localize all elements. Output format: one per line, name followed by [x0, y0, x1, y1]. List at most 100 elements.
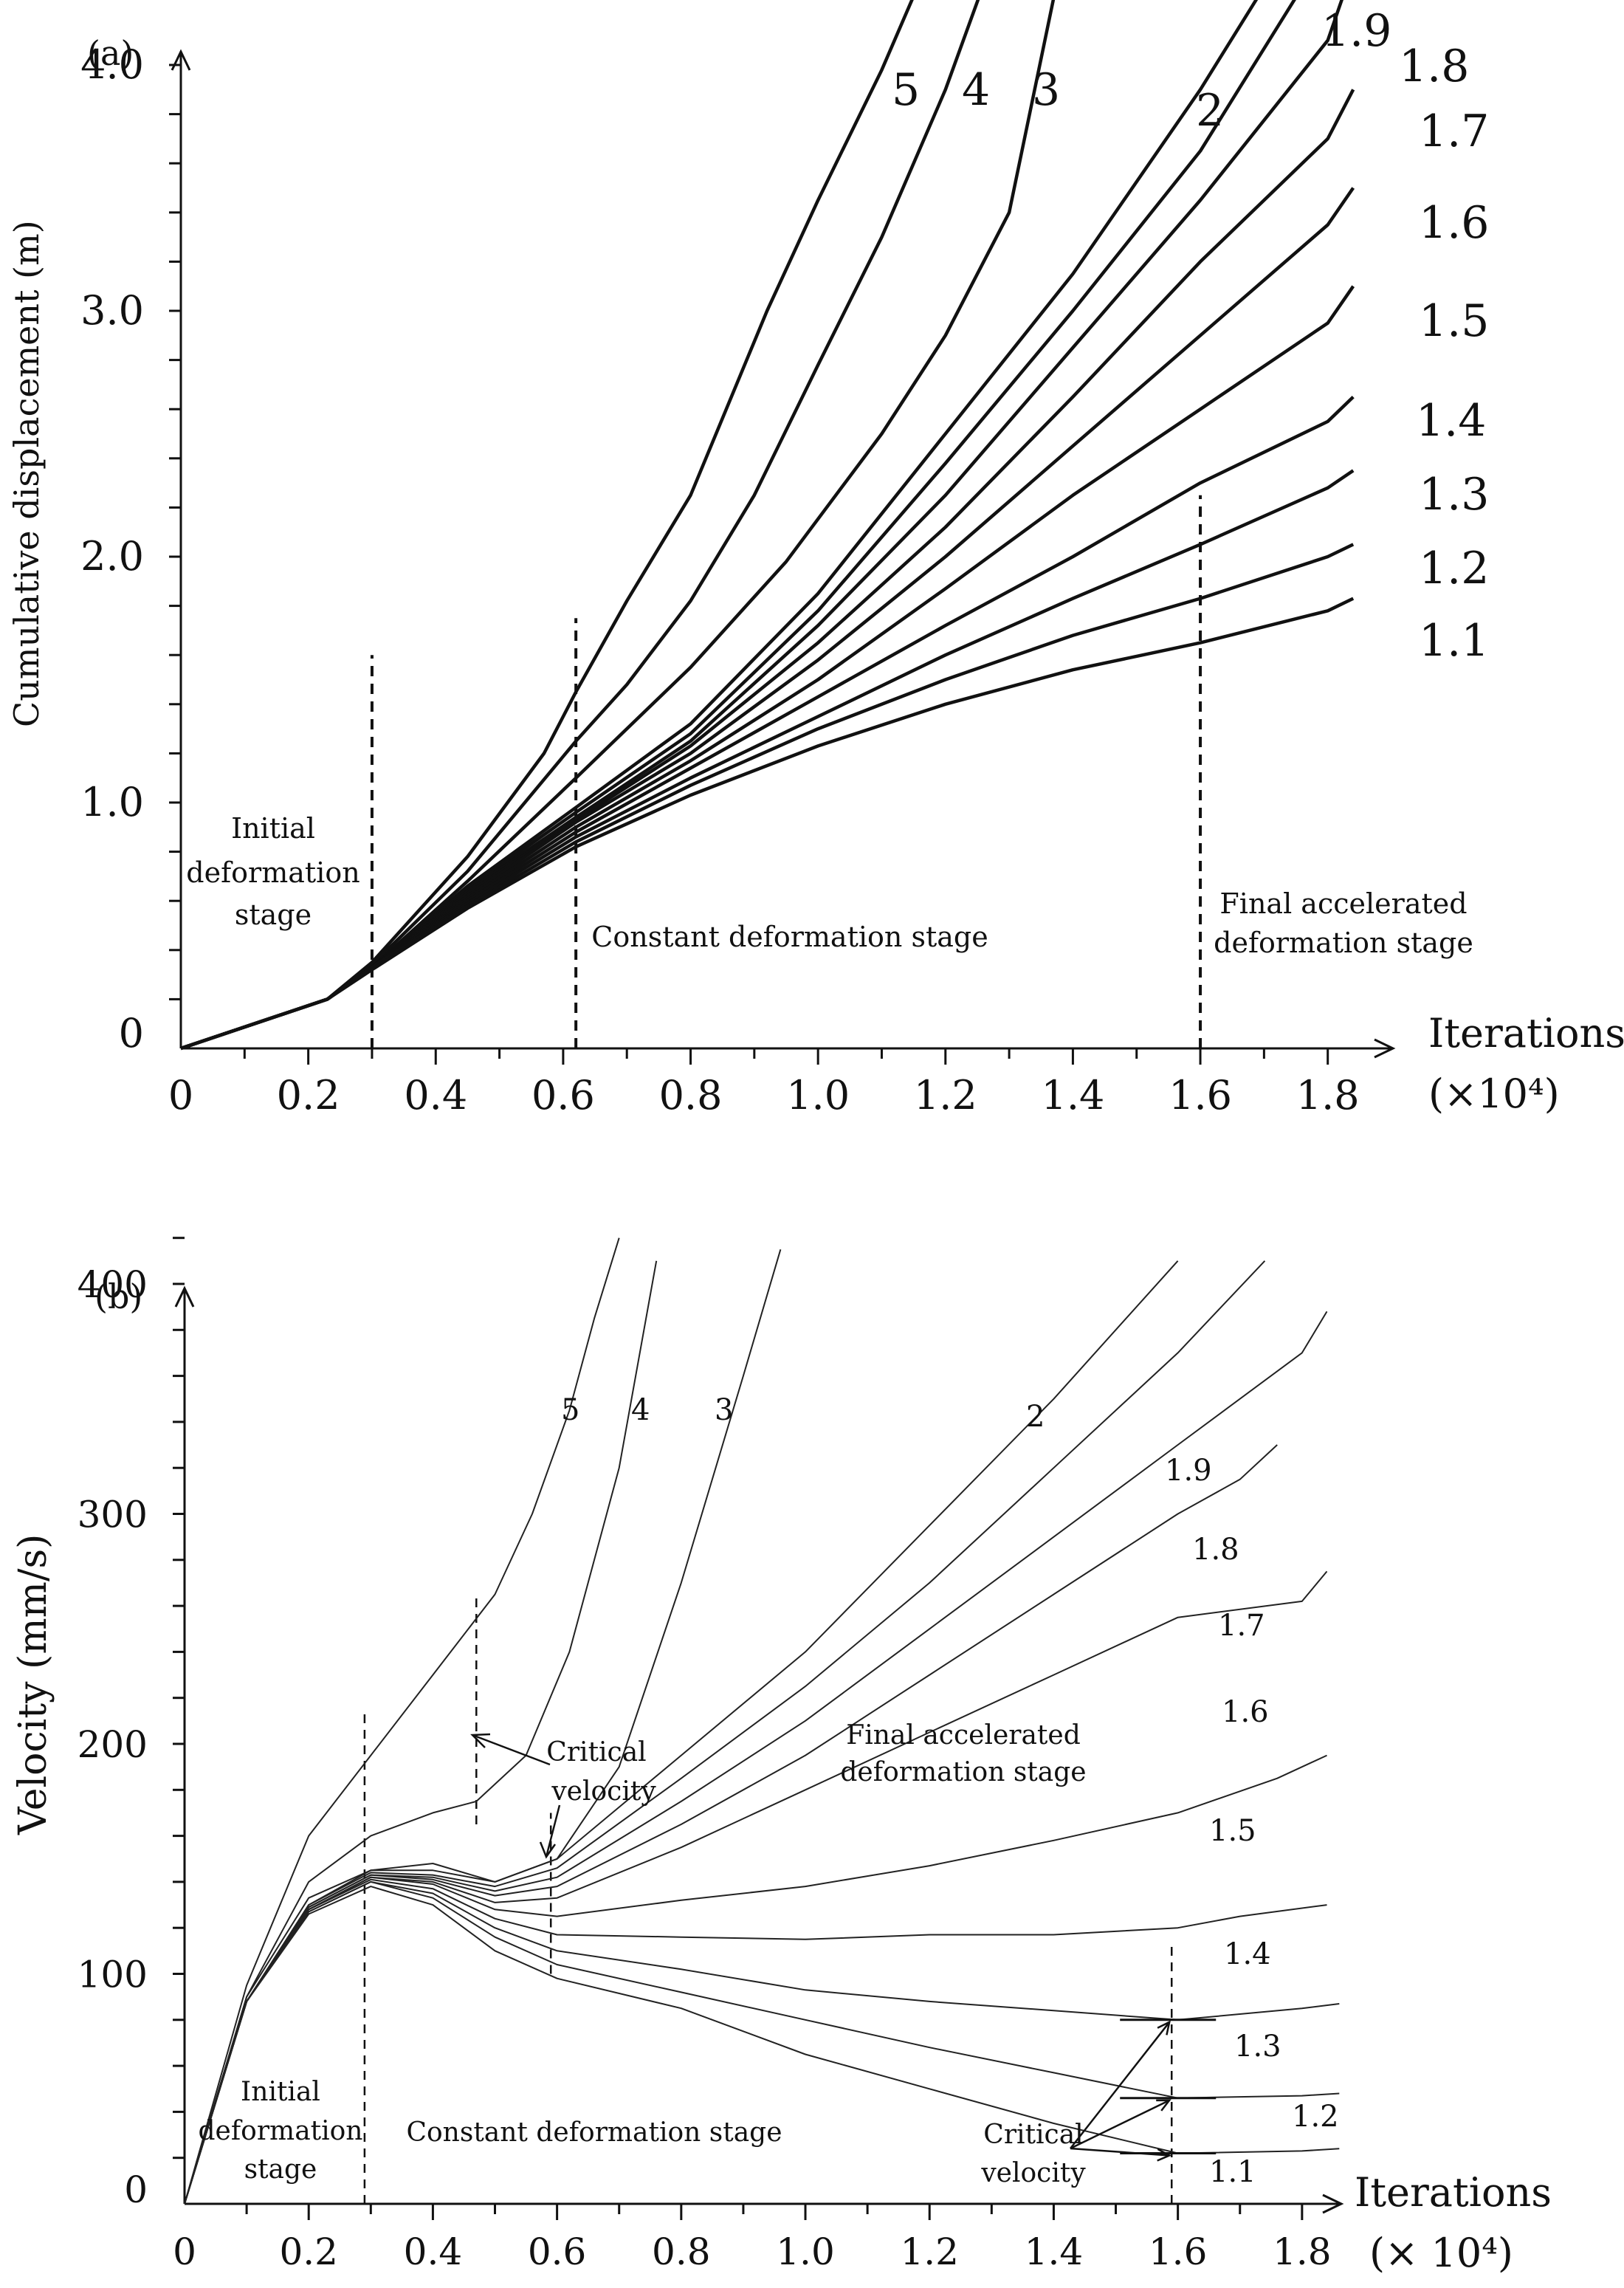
panel-b-critical-markers [1120, 2019, 1217, 2154]
a-y-tick-label: 1.0 [80, 779, 144, 825]
critical-velocity-annotation-lower: Critical velocity [980, 2020, 1172, 2188]
b-final-stage-line-1: Final accelerated [846, 1720, 1081, 1751]
b-series-label: 1.8 [1192, 1533, 1239, 1567]
critical-velocity-upper-line-2: velocity [551, 1776, 656, 1807]
b-series-label: 1.5 [1209, 1814, 1256, 1848]
a-x-tick-label: 1.2 [914, 1072, 977, 1119]
a-series-label: 1.6 [1419, 197, 1489, 249]
b-initial-stage-line-2: deformation [199, 2116, 363, 2146]
a-series-line-1.3 [180, 469, 1355, 1051]
final-stage-line-2: deformation stage [1214, 927, 1473, 959]
panel-b-series-labels: 5 4 3 2 1.9 1.8 1.7 1.6 1.5 1.4 1.3 1.2 1.1 [561, 1393, 1339, 2189]
critical-arrowhead-1 [470, 1733, 491, 1748]
b-series-label: 1.7 [1218, 1609, 1265, 1643]
panel-b-final-stage-label: Final accelerated deformation stage [840, 1720, 1086, 1787]
a-series-line-1.1 [180, 597, 1355, 1051]
b-series-label: 1.9 [1165, 1454, 1212, 1488]
a-x-tick-label: 0.8 [659, 1072, 723, 1119]
b-series-line-1.2 [184, 1880, 1340, 2205]
a-y-tick-label: 0 [119, 1010, 144, 1057]
a-series-line-4 [180, 0, 980, 1051]
initial-stage-line-3: stage [235, 899, 312, 931]
final-stage-line-1: Final accelerated [1219, 887, 1467, 920]
a-x-tick-label: 1.8 [1296, 1072, 1360, 1119]
b-x-tick-label: 1.6 [1149, 2230, 1208, 2273]
b-y-tick-label: 300 [78, 1494, 148, 1536]
panel-a-x-arrow [1374, 1038, 1396, 1059]
panel-b-series [184, 1237, 1340, 2205]
a-series-label: 1.8 [1399, 41, 1469, 92]
b-y-tick-label: 0 [124, 2168, 148, 2211]
initial-stage-line-2: deformation [186, 856, 359, 889]
b-series-line-1.7 [184, 1444, 1278, 2205]
a-series-label: 1.1 [1419, 615, 1489, 667]
critical-velocity-lower-line-2: velocity [980, 2158, 1086, 2188]
critical-lower-arrow [1070, 2021, 1171, 2149]
panel-b-tick-labels: 0 0.2 0.4 0.6 0.8 1.0 1.2 1.4 1.6 1.8 0 100 200 300 40… [78, 1263, 1332, 2273]
panel-a-x-label: Iterations [1428, 1010, 1624, 1057]
panel-a-y-label: Cumulative displacement (m) [7, 220, 47, 727]
a-series-label: 1.9 [1321, 5, 1391, 57]
panel-a-stage-boundaries [370, 495, 1202, 1048]
a-series-line-1.2 [180, 543, 1355, 1051]
b-initial-stage-line-3: stage [244, 2154, 317, 2185]
b-series-label: 5 [561, 1393, 579, 1427]
panel-b-label: (b) [94, 1277, 142, 1316]
a-series-line-1.7 [180, 89, 1355, 1051]
b-series-line-1.8 [184, 1310, 1328, 2205]
a-series-label: 1.4 [1416, 395, 1486, 447]
critical-lower-arrow [1070, 2147, 1170, 2157]
b-series-label: 1.6 [1222, 1695, 1269, 1729]
panel-b-x-unit: (× 10⁴) [1369, 2230, 1513, 2276]
a-x-tick-label: 1.0 [786, 1072, 850, 1119]
b-series-line-1.6 [184, 1570, 1328, 2205]
critical-arrow-2 [545, 1804, 561, 1858]
a-x-tick-label: 1.6 [1169, 1072, 1232, 1119]
a-series-label: 1.3 [1419, 469, 1489, 521]
a-y-tick-label: 4.0 [80, 41, 144, 88]
critical-lower-arrow [1070, 2099, 1170, 2150]
panel-a-axes [171, 49, 1396, 1059]
b-y-tick-label: 100 [78, 1954, 148, 1996]
panel-a-final-stage-label: Final accelerated deformation stage [1214, 887, 1473, 959]
a-x-tick-label: 0.2 [277, 1072, 340, 1119]
b-x-tick-label: 1.8 [1273, 2230, 1332, 2273]
a-series-label: 1.2 [1419, 543, 1489, 594]
critical-lower-arrowhead [1157, 2020, 1171, 2036]
critical-velocity-annotation-upper: Critical velocity [470, 1733, 656, 1859]
b-x-tick-label: 0.6 [528, 2230, 587, 2273]
b-x-tick-label: 0.2 [279, 2230, 338, 2273]
panel-a-ticks [169, 63, 1329, 1065]
panel-b-constant-stage-label: Constant deformation stage [406, 2117, 782, 2148]
b-series-line-1.9 [184, 1260, 1266, 2205]
a-x-tick-label: 1.4 [1041, 1072, 1104, 1119]
panel-a-series [180, 0, 1355, 1051]
panel-a-series-labels: 5 4 3 2 1.91.8 1.7 1.6 1.5 1.4 1.3 1.2 1.1 [892, 5, 1489, 667]
panel-b-y-arrow [174, 1285, 195, 1308]
panel-b-initial-stage-label: Initial deformation stage [199, 2077, 363, 2185]
initial-stage-line-1: Initial [231, 812, 315, 845]
critical-arrowhead-2 [539, 1841, 557, 1859]
a-series-line-3 [180, 0, 1056, 1051]
b-x-tick-label: 0 [173, 2230, 196, 2273]
panel-a-constant-stage-label: Constant deformation stage [591, 921, 988, 953]
b-series-label: 3 [715, 1393, 733, 1427]
b-final-stage-line-2: deformation stage [840, 1757, 1086, 1787]
a-series-label: 1.7 [1419, 106, 1489, 157]
b-series-label: 1.2 [1292, 2100, 1339, 2134]
panel-b-stage-boundaries [363, 1594, 1173, 2204]
critical-velocity-upper-line-1: Critical [546, 1737, 646, 1767]
panel-a-tick-labels: 0 0.2 0.4 0.6 0.8 1.0 1.2 1.4 1.6 1.8 0 1.0 2.0 3.0 4.… [80, 41, 1360, 1119]
panel-a-x-unit: (×10⁴) [1428, 1071, 1560, 1117]
b-series-line-5 [184, 1237, 620, 2205]
panel-a-initial-stage-label: Initial deformation stage [186, 812, 359, 931]
b-x-tick-label: 1.4 [1025, 2230, 1084, 2273]
a-series-label: 1.5 [1419, 295, 1489, 347]
a-series-label: 2 [1196, 85, 1224, 137]
b-series-label: 4 [631, 1393, 650, 1427]
a-series-line-5 [180, 0, 914, 1051]
b-series-label: 1.1 [1209, 2155, 1256, 2189]
a-series-line-2 [180, 0, 1259, 1051]
b-initial-stage-line-1: Initial [241, 2077, 320, 2107]
